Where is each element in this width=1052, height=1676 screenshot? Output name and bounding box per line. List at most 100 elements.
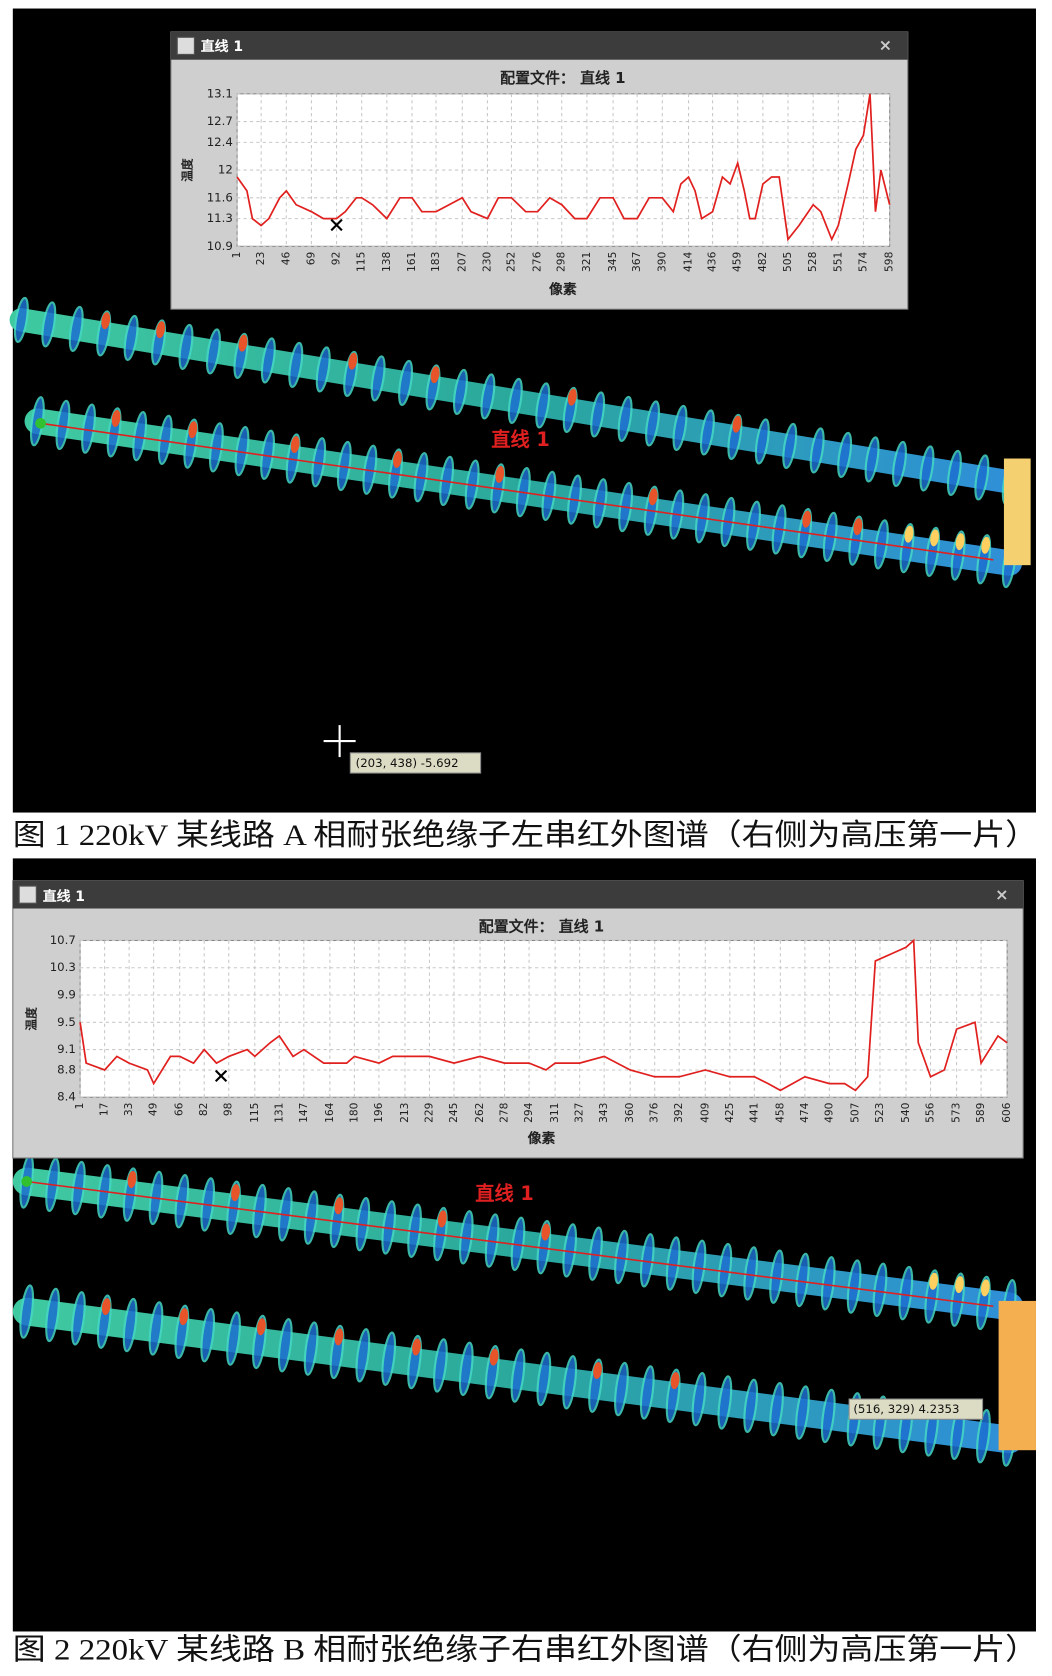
x-tick-label: 459 [731, 251, 744, 272]
line-label: 直线 1 [491, 428, 549, 451]
x-tick-label: 161 [405, 252, 418, 272]
window-icon [176, 36, 195, 55]
insulator-shed [303, 1321, 319, 1376]
insulator-shed [41, 301, 57, 348]
hot-spot [179, 1308, 189, 1326]
hot-spot [593, 1362, 602, 1380]
insulator-shed [458, 1210, 474, 1265]
y-tick-label: 9.1 [57, 1042, 76, 1056]
hot-spot [904, 525, 914, 543]
x-tick-label: 573 [950, 1103, 963, 1123]
profile-line [40, 422, 994, 561]
hot-spot [732, 415, 742, 433]
y-tick-label: 8.4 [57, 1090, 76, 1104]
insulator-shed [614, 1229, 629, 1285]
x-tick-label: 98 [222, 1102, 235, 1116]
y-tick-label: 10.9 [207, 239, 233, 253]
title-bar [170, 31, 908, 60]
insulator-shed [178, 323, 194, 370]
y-tick-label: 9.9 [57, 988, 76, 1002]
insulator-shed [872, 1262, 888, 1318]
insulator-shed [381, 1331, 397, 1386]
x-tick-label: 69 [304, 251, 317, 265]
insulator-shed [398, 359, 414, 407]
window-title: 直线 1 [201, 38, 243, 55]
insulator-shed [535, 382, 551, 429]
y-axis-label: 温度 [25, 1007, 39, 1031]
insulator-shed [148, 1301, 164, 1356]
insulator-shed [157, 414, 173, 465]
insulator-shed [946, 449, 962, 497]
insulators [9, 296, 1031, 589]
insulator-shed [717, 1242, 733, 1298]
insulator-shed [205, 328, 221, 375]
x-tick-label: 367 [630, 252, 643, 272]
insulator-shed [510, 1216, 526, 1272]
hot-spot [802, 510, 812, 528]
hot-spot [257, 1318, 266, 1336]
hot-spot [348, 352, 358, 370]
insulator-shed [510, 1348, 526, 1403]
insulator-shed [691, 1371, 707, 1427]
x-tick-label: 458 [773, 1102, 786, 1123]
x-tick-label: 252 [504, 252, 517, 272]
insulator-shed [13, 296, 29, 343]
insulator-shed [588, 1226, 603, 1281]
insulator-shed [81, 403, 96, 454]
insulators [12, 1154, 1036, 1467]
tooltip-box [349, 752, 482, 774]
x-tick-label: 138 [380, 251, 393, 272]
insulator-shed [45, 1287, 60, 1343]
hot-spot [334, 1328, 344, 1346]
x-tick-label: 490 [822, 1102, 835, 1123]
insulator-shed [820, 1388, 836, 1444]
insulator-shed [892, 440, 907, 488]
x-tick-label: 360 [623, 1102, 636, 1123]
insulator-shed [536, 1351, 552, 1407]
x-tick-label: 298 [555, 251, 568, 272]
x-tick-label: 213 [398, 1103, 411, 1123]
insulator-shed [562, 1355, 578, 1410]
y-axis-label: 温度 [180, 158, 194, 182]
close-button[interactable]: × [879, 35, 892, 54]
insulator-shed [277, 1318, 293, 1373]
hot-spot [156, 321, 166, 339]
clamp [998, 1300, 1036, 1451]
x-tick-label: 551 [831, 252, 844, 272]
insulator-shed [769, 1249, 784, 1304]
x-tick-label: 436 [706, 251, 719, 272]
insulator-shed [743, 1378, 759, 1434]
y-tick-label: 12 [218, 163, 233, 177]
x-tick-label: 294 [522, 1102, 535, 1123]
y-tick-label: 12.7 [207, 114, 233, 128]
cursor-marker [214, 1069, 228, 1083]
x-tick-label: 574 [856, 251, 869, 272]
x-tick-label: 1 [73, 1103, 86, 1110]
insulator-shed [590, 391, 606, 438]
insulator-shed [976, 1408, 991, 1464]
close-button[interactable]: × [995, 885, 1008, 904]
insulator-shed [672, 404, 688, 452]
insulator-shed [355, 1328, 371, 1383]
x-axis-label: 像素 [549, 281, 577, 298]
x-tick-label: 507 [848, 1103, 861, 1123]
insulator-shed [480, 373, 496, 420]
hot-spot [980, 1279, 990, 1297]
title-bar [12, 880, 1024, 909]
insulator-shed [507, 377, 523, 425]
insulator-shed [639, 1365, 655, 1420]
x-tick-label: 606 [1000, 1102, 1013, 1123]
insulator-shed [336, 440, 352, 492]
x-tick-label: 115 [248, 1103, 261, 1123]
insulator-shed [562, 1223, 578, 1278]
x-tick-label: 556 [924, 1102, 937, 1123]
insulator-shed [837, 431, 853, 479]
line-end [21, 1176, 33, 1187]
caption: 图 2 220kV 某线路 B 相耐张绝缘子右串红外图谱（右侧为高压第一片） [13, 1634, 1038, 1667]
hot-spot [238, 334, 248, 352]
data-line [79, 938, 1008, 1092]
x-tick-label: 23 [254, 252, 267, 266]
chart-title: 配置文件： 直线 1 [479, 918, 604, 936]
y-tick-label: 12.4 [207, 135, 233, 149]
